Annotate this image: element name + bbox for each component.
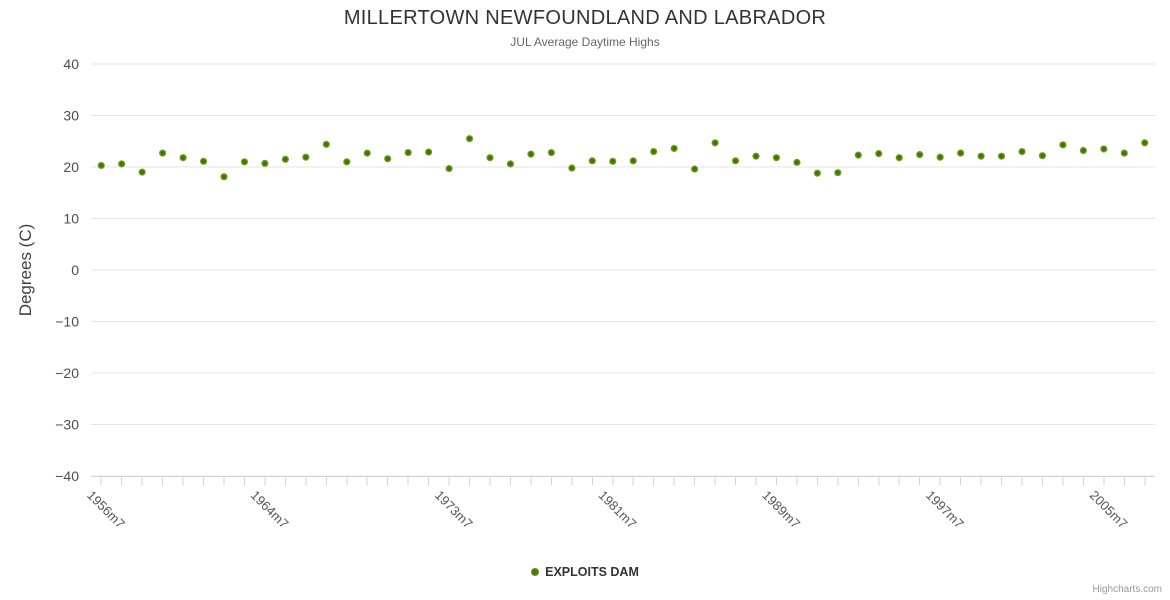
data-point[interactable] xyxy=(506,160,515,168)
y-axis-label: 10 xyxy=(63,211,79,227)
data-point[interactable] xyxy=(199,157,208,165)
data-point[interactable] xyxy=(731,157,740,165)
data-point[interactable] xyxy=(997,152,1006,160)
data-point[interactable] xyxy=(302,153,310,161)
data-point[interactable] xyxy=(1120,149,1128,157)
data-point[interactable] xyxy=(527,150,535,158)
data-point[interactable] xyxy=(404,148,412,157)
data-point[interactable] xyxy=(343,158,351,166)
y-axis-label: 30 xyxy=(63,108,79,124)
data-point[interactable] xyxy=(425,148,433,156)
data-point[interactable] xyxy=(711,139,719,147)
data-point[interactable] xyxy=(138,168,146,176)
data-point[interactable] xyxy=(588,157,596,165)
data-point[interactable] xyxy=(834,169,842,177)
x-axis-label: 1973m7 xyxy=(432,488,476,532)
data-point[interactable] xyxy=(486,154,494,162)
legend-label: EXPLOITS DAM xyxy=(545,565,639,579)
data-point[interactable] xyxy=(384,155,392,163)
data-point[interactable] xyxy=(691,165,699,173)
chart-subtitle: JUL Average Daytime Highs xyxy=(510,35,660,49)
data-point[interactable] xyxy=(854,151,862,159)
x-axis-label: 1956m7 xyxy=(84,488,128,532)
y-axis-label: 0 xyxy=(71,262,79,278)
data-point[interactable] xyxy=(1018,147,1026,156)
data-point[interactable] xyxy=(179,154,187,162)
data-point[interactable] xyxy=(670,144,678,153)
y-axis-label: 40 xyxy=(63,56,79,72)
data-point[interactable] xyxy=(629,157,637,165)
data-point[interactable] xyxy=(445,164,453,173)
data-point[interactable] xyxy=(752,152,760,160)
data-point[interactable] xyxy=(813,169,821,177)
data-point[interactable] xyxy=(916,151,924,159)
x-axis-label: 1964m7 xyxy=(248,488,292,532)
data-point[interactable] xyxy=(1059,141,1067,149)
data-point[interactable] xyxy=(793,158,801,166)
x-axis-label: 1997m7 xyxy=(923,488,967,532)
y-axis-label: −30 xyxy=(55,417,79,433)
y-axis-label: −10 xyxy=(55,314,79,330)
x-axis-label: 1989m7 xyxy=(759,488,803,532)
y-axis-label: −20 xyxy=(55,365,79,381)
data-point[interactable] xyxy=(957,149,965,157)
legend: EXPLOITS DAM xyxy=(0,563,1170,581)
data-point[interactable] xyxy=(261,159,269,167)
data-point[interactable] xyxy=(936,153,944,161)
legend-marker-icon xyxy=(531,568,540,576)
data-point[interactable] xyxy=(875,150,883,158)
data-point[interactable] xyxy=(363,149,371,157)
data-point[interactable] xyxy=(1038,152,1047,160)
y-axis-label: 20 xyxy=(63,159,79,175)
x-axis-label: 2005m7 xyxy=(1087,488,1131,532)
data-point[interactable] xyxy=(547,148,555,157)
data-point[interactable] xyxy=(322,140,330,148)
x-axis-label: 1981m7 xyxy=(596,488,640,532)
legend-item-exploits-dam[interactable]: EXPLOITS DAM xyxy=(531,565,639,579)
data-point[interactable] xyxy=(650,147,658,156)
highcharts-credits-link[interactable]: Highcharts.com xyxy=(1092,584,1162,595)
data-point[interactable] xyxy=(1079,146,1087,155)
chart-title: MILLERTOWN NEWFOUNDLAND AND LABRADOR xyxy=(343,7,827,29)
data-point[interactable] xyxy=(220,173,228,181)
data-point[interactable] xyxy=(159,149,167,157)
data-point[interactable] xyxy=(1100,145,1108,153)
data-point[interactable] xyxy=(465,135,474,143)
data-point[interactable] xyxy=(568,164,576,172)
data-point[interactable] xyxy=(97,161,105,170)
data-point[interactable] xyxy=(118,160,126,168)
data-point[interactable] xyxy=(281,155,289,163)
data-point[interactable] xyxy=(1141,139,1149,147)
data-point[interactable] xyxy=(977,152,985,160)
data-point[interactable] xyxy=(609,157,617,165)
data-point[interactable] xyxy=(895,154,903,162)
data-point[interactable] xyxy=(240,158,249,166)
data-point[interactable] xyxy=(772,154,781,162)
y-axis-label: −40 xyxy=(55,468,79,484)
